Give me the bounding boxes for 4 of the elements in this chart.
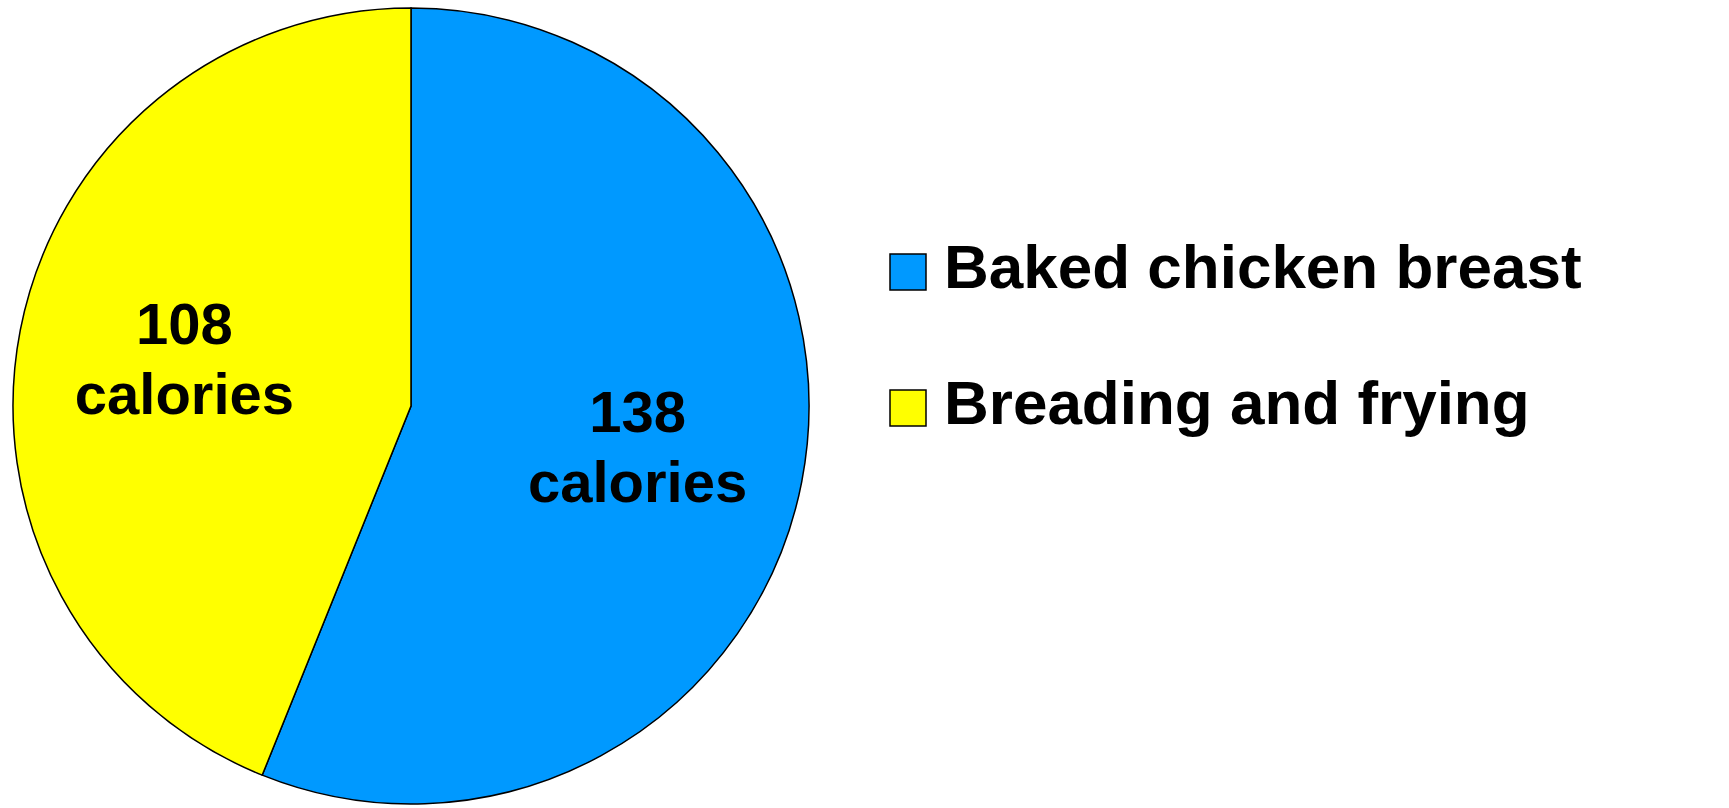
data-label: 108 calories [74,291,295,427]
legend-label: Baked chicken breast [944,232,1582,302]
data-label: 138 calories [527,379,748,515]
legend-label: Breading and frying [944,368,1530,438]
